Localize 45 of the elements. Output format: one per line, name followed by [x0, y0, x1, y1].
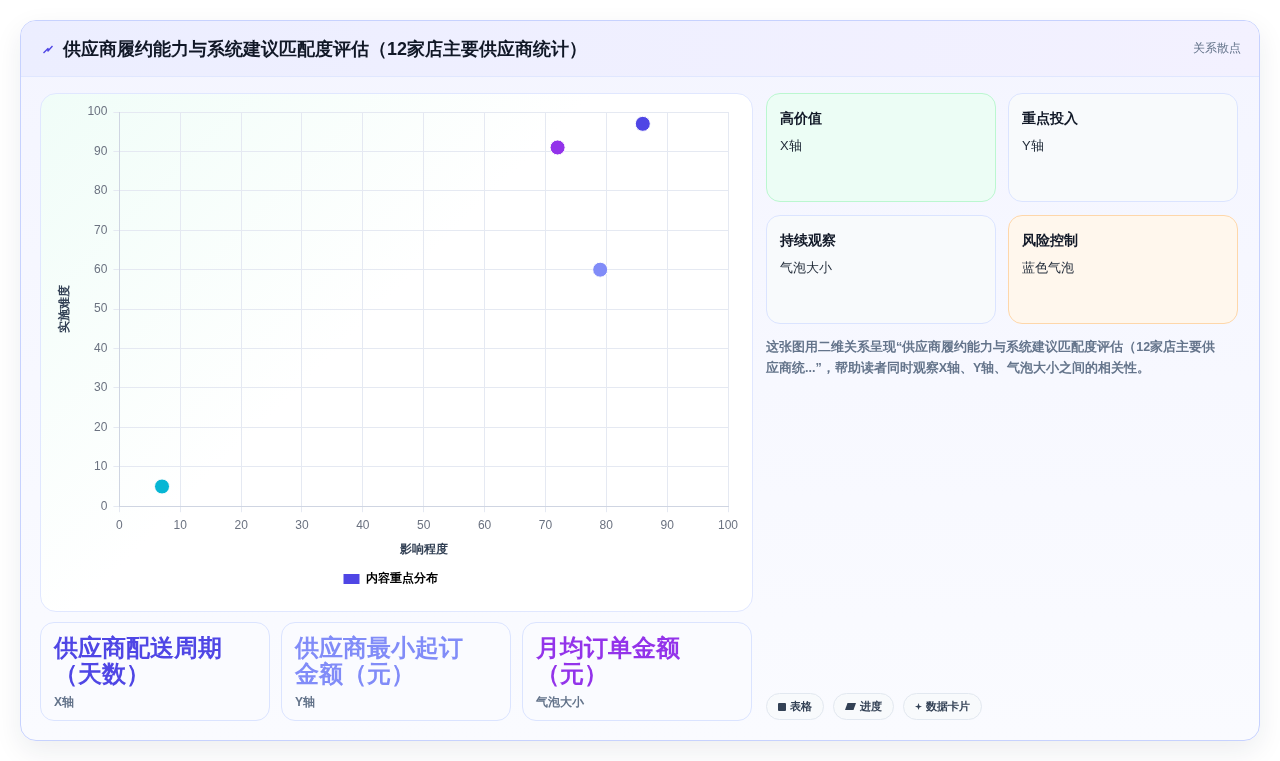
y-tick-label: 30 [94, 380, 108, 395]
y-tick-label: 40 [94, 340, 108, 355]
text: 进度 [860, 699, 882, 714]
text: 气泡大小 [780, 259, 832, 277]
legend-label: 内容重点分布 [365, 571, 438, 586]
y-tick-label: 20 [94, 419, 108, 434]
x-tick-label: 30 [295, 517, 309, 532]
x-axis-title: 影响程度 [398, 542, 448, 557]
text: 重点投入 [1022, 110, 1078, 128]
text: 供应商配送周期（天数） [54, 634, 223, 687]
text: X轴 [54, 694, 75, 711]
x-tick-label: 90 [660, 517, 675, 532]
x-tick-label: 20 [234, 517, 249, 532]
text: Y轴 [1022, 137, 1044, 155]
text: 这张图用二维关系呈现“供应商履约能力与系统建议匹配度评估（12家店主要供应商统...”，帮助读者同时观察X轴、Y轴、气泡大小之间的相关性。 [766, 338, 1217, 377]
text: 持续观察 [780, 232, 836, 250]
y-tick-label: 0 [100, 498, 108, 513]
y-tick-label: 10 [94, 459, 108, 474]
text: Y轴 [295, 694, 316, 711]
text: 高价值 [780, 110, 822, 128]
x-tick-label: 50 [417, 517, 431, 532]
x-tick-label: 40 [356, 517, 370, 532]
y-tick-label: 60 [94, 261, 108, 276]
y-tick-label: 90 [94, 143, 108, 158]
text: 月均订单金额（元） [536, 634, 681, 687]
text: 供应商最小起订金额（元） [295, 634, 464, 687]
x-tick-label: 0 [116, 517, 124, 532]
text: 风险控制 [1022, 232, 1078, 250]
text: 气泡大小 [536, 694, 584, 711]
x-tick-label: 70 [538, 517, 553, 532]
y-tick-label: 100 [87, 104, 108, 119]
text: 数据卡片 [926, 699, 970, 714]
y-tick-label: 50 [94, 301, 108, 316]
x-tick-label: 10 [173, 517, 188, 532]
x-tick-label: 80 [599, 517, 614, 532]
text: 蓝色气泡 [1022, 259, 1074, 277]
chart-title: 供应商履约能力与系统建议匹配度评估（12家店主要供应商统计） [63, 38, 588, 61]
y-axis-title: 实施难度 [56, 285, 71, 334]
text: X轴 [780, 137, 802, 155]
y-tick-label: 70 [94, 222, 108, 237]
x-tick-label: 60 [477, 517, 492, 532]
text: 表格 [790, 699, 812, 714]
x-tick-label: 100 [717, 517, 739, 532]
text: 关系散点 [1193, 40, 1241, 57]
y-tick-label: 80 [94, 183, 108, 198]
